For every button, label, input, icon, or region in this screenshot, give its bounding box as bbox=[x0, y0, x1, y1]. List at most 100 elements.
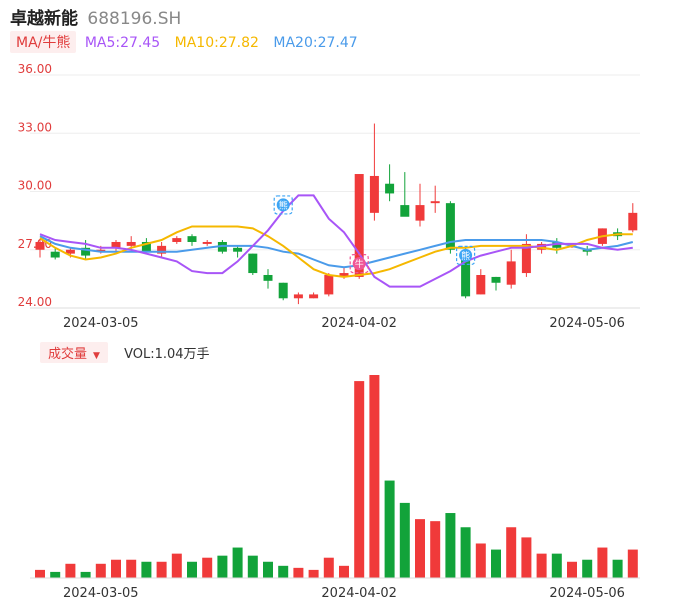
signal-marker-label: 牛 bbox=[355, 258, 364, 270]
signal-marker-dot bbox=[276, 198, 290, 212]
signal-marker-dot bbox=[459, 248, 473, 262]
volume-bar bbox=[536, 553, 547, 578]
stock-title: 卓越新能 688196.SH bbox=[10, 4, 181, 29]
candle-body bbox=[415, 205, 425, 221]
volume-bar bbox=[80, 571, 91, 578]
signal-marker-dot bbox=[352, 257, 366, 271]
volume-bar bbox=[354, 381, 365, 578]
candle-body bbox=[400, 205, 410, 217]
candle-body bbox=[187, 236, 197, 242]
volume-bar bbox=[491, 549, 501, 578]
candle-body bbox=[461, 251, 471, 297]
y-tick-label: 36.00 bbox=[18, 62, 52, 76]
y-tick-label: 30.00 bbox=[18, 179, 52, 193]
ma20-line bbox=[39, 235, 634, 269]
volume-bar bbox=[141, 561, 152, 578]
candle-body bbox=[628, 212, 638, 231]
candle-body bbox=[430, 201, 440, 204]
volume-bar bbox=[339, 565, 349, 578]
volume-bar bbox=[171, 553, 182, 578]
price-x-tick-label: 2024-05-06 bbox=[549, 316, 625, 331]
volume-bar bbox=[567, 561, 577, 578]
volume-bar bbox=[384, 480, 395, 578]
volume-bar bbox=[293, 567, 304, 578]
volume-toggle-label: 成交量 bbox=[48, 347, 88, 362]
volume-bar bbox=[551, 553, 562, 578]
candle-body bbox=[263, 274, 273, 281]
volume-bar bbox=[369, 375, 380, 578]
volume-x-tick-label: 2024-03-05 bbox=[63, 586, 139, 601]
candle-body bbox=[354, 174, 364, 277]
signal-marker-label: 熊 bbox=[279, 199, 288, 211]
ma5-line bbox=[39, 194, 633, 288]
y-tick-label: 33.00 bbox=[18, 120, 52, 134]
stock-code: 688196.SH bbox=[87, 9, 182, 29]
volume-bar bbox=[35, 569, 45, 578]
candle-body bbox=[126, 241, 136, 246]
caret-down-icon: ▼ bbox=[93, 351, 100, 361]
volume-bar bbox=[187, 561, 197, 578]
volume-bar bbox=[111, 559, 121, 578]
candle-body bbox=[339, 273, 349, 277]
candle-body bbox=[172, 238, 182, 242]
volume-bar bbox=[430, 521, 441, 578]
y-tick-label: 24.00 bbox=[18, 295, 52, 309]
candle-body bbox=[293, 294, 303, 299]
candle-body bbox=[157, 245, 167, 254]
candle-body bbox=[141, 241, 151, 252]
volume-bar bbox=[475, 543, 486, 578]
candle-body bbox=[385, 183, 395, 194]
volume-bar bbox=[156, 561, 167, 578]
candle-body bbox=[506, 261, 516, 285]
candle-body bbox=[278, 282, 288, 299]
volume-bar bbox=[506, 527, 517, 578]
volume-bar bbox=[445, 513, 456, 578]
price-x-tick-label: 2024-03-05 bbox=[63, 316, 139, 331]
volume-bar bbox=[597, 547, 608, 578]
candle-body bbox=[50, 251, 60, 258]
candle-body bbox=[491, 276, 501, 283]
candle-body bbox=[369, 175, 379, 213]
volume-bar bbox=[202, 557, 213, 578]
volume-x-tick-label: 2024-05-06 bbox=[549, 586, 625, 601]
volume-bar bbox=[399, 502, 410, 578]
candle-body bbox=[309, 294, 319, 299]
volume-bar bbox=[612, 559, 623, 578]
signal-marker-label: 熊 bbox=[461, 250, 470, 262]
volume-x-tick-label: 2024-04-02 bbox=[321, 586, 397, 601]
ma10-value: MA10:27.82 bbox=[174, 35, 259, 51]
signal-marker-frame bbox=[349, 254, 369, 274]
candle-body bbox=[445, 203, 455, 250]
volume-bar bbox=[263, 561, 273, 578]
volume-bar bbox=[232, 547, 243, 578]
volume-bar bbox=[323, 557, 334, 578]
candle-body bbox=[324, 274, 334, 295]
volume-bar bbox=[50, 571, 61, 578]
candle-body bbox=[521, 243, 531, 274]
volume-bar bbox=[217, 555, 228, 578]
ma5-value: MA5:27.45 bbox=[84, 35, 161, 51]
volume-bar bbox=[247, 555, 258, 578]
ma-indicator-bar: MA/牛熊 MA5:27.45 MA10:27.82 MA20:27.47 bbox=[10, 31, 368, 53]
volume-bar bbox=[582, 559, 593, 578]
volume-bar bbox=[65, 563, 76, 578]
volume-bar bbox=[126, 559, 137, 578]
volume-toggle-button[interactable]: 成交量 ▼ bbox=[40, 342, 108, 363]
candle-body bbox=[65, 249, 75, 254]
signal-marker-frame bbox=[273, 195, 293, 215]
candle-body bbox=[233, 247, 243, 252]
signal-marker-frame bbox=[456, 245, 476, 265]
volume-bar bbox=[460, 527, 471, 578]
candle-body bbox=[202, 241, 212, 244]
candle-body bbox=[248, 253, 258, 274]
volume-value: VOL:1.04万手 bbox=[124, 347, 210, 362]
stock-name: 卓越新能 bbox=[10, 9, 78, 29]
candle-body bbox=[111, 241, 121, 248]
volume-bar bbox=[521, 537, 532, 578]
ma-toggle-button[interactable]: MA/牛熊 bbox=[10, 31, 77, 53]
volume-bar bbox=[95, 563, 106, 578]
volume-bar bbox=[415, 519, 425, 578]
volume-bar bbox=[308, 569, 319, 578]
candle-body bbox=[476, 274, 486, 295]
